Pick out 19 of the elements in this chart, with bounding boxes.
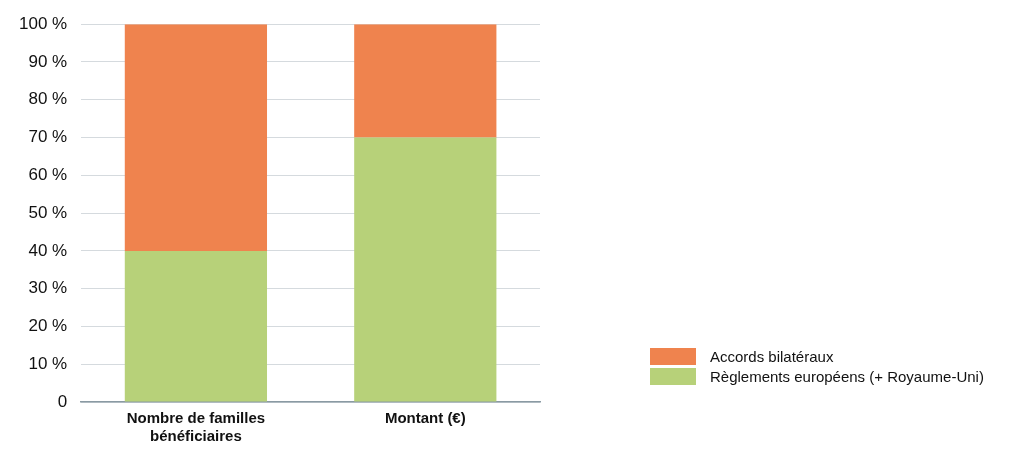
y-tick-label: 70 % — [28, 127, 68, 147]
legend-label: Règlements européens (+ Royaume-Uni) — [710, 368, 984, 385]
y-tick-label: 40 % — [28, 240, 68, 260]
bar — [124, 24, 268, 251]
bar — [354, 137, 497, 402]
y-tick-label: 0 — [57, 391, 68, 411]
bar — [354, 24, 497, 138]
bar — [124, 250, 268, 402]
y-tick-label: 10 % — [28, 353, 68, 373]
y-tick-label: 100 % — [19, 13, 68, 33]
y-tick-label: 90 % — [28, 51, 68, 71]
y-tick-label: 80 % — [28, 89, 68, 109]
x-tick-label: Nombre de familles bénéficiaires — [126, 409, 266, 445]
x-tick-label: Montant (€) — [384, 409, 466, 427]
y-tick-label: 60 % — [28, 165, 68, 185]
legend-label: Accords bilatéraux — [710, 348, 834, 365]
y-tick-label: 50 % — [28, 202, 68, 222]
y-tick-label: 20 % — [28, 316, 68, 336]
y-tick-label: 30 % — [28, 278, 68, 298]
